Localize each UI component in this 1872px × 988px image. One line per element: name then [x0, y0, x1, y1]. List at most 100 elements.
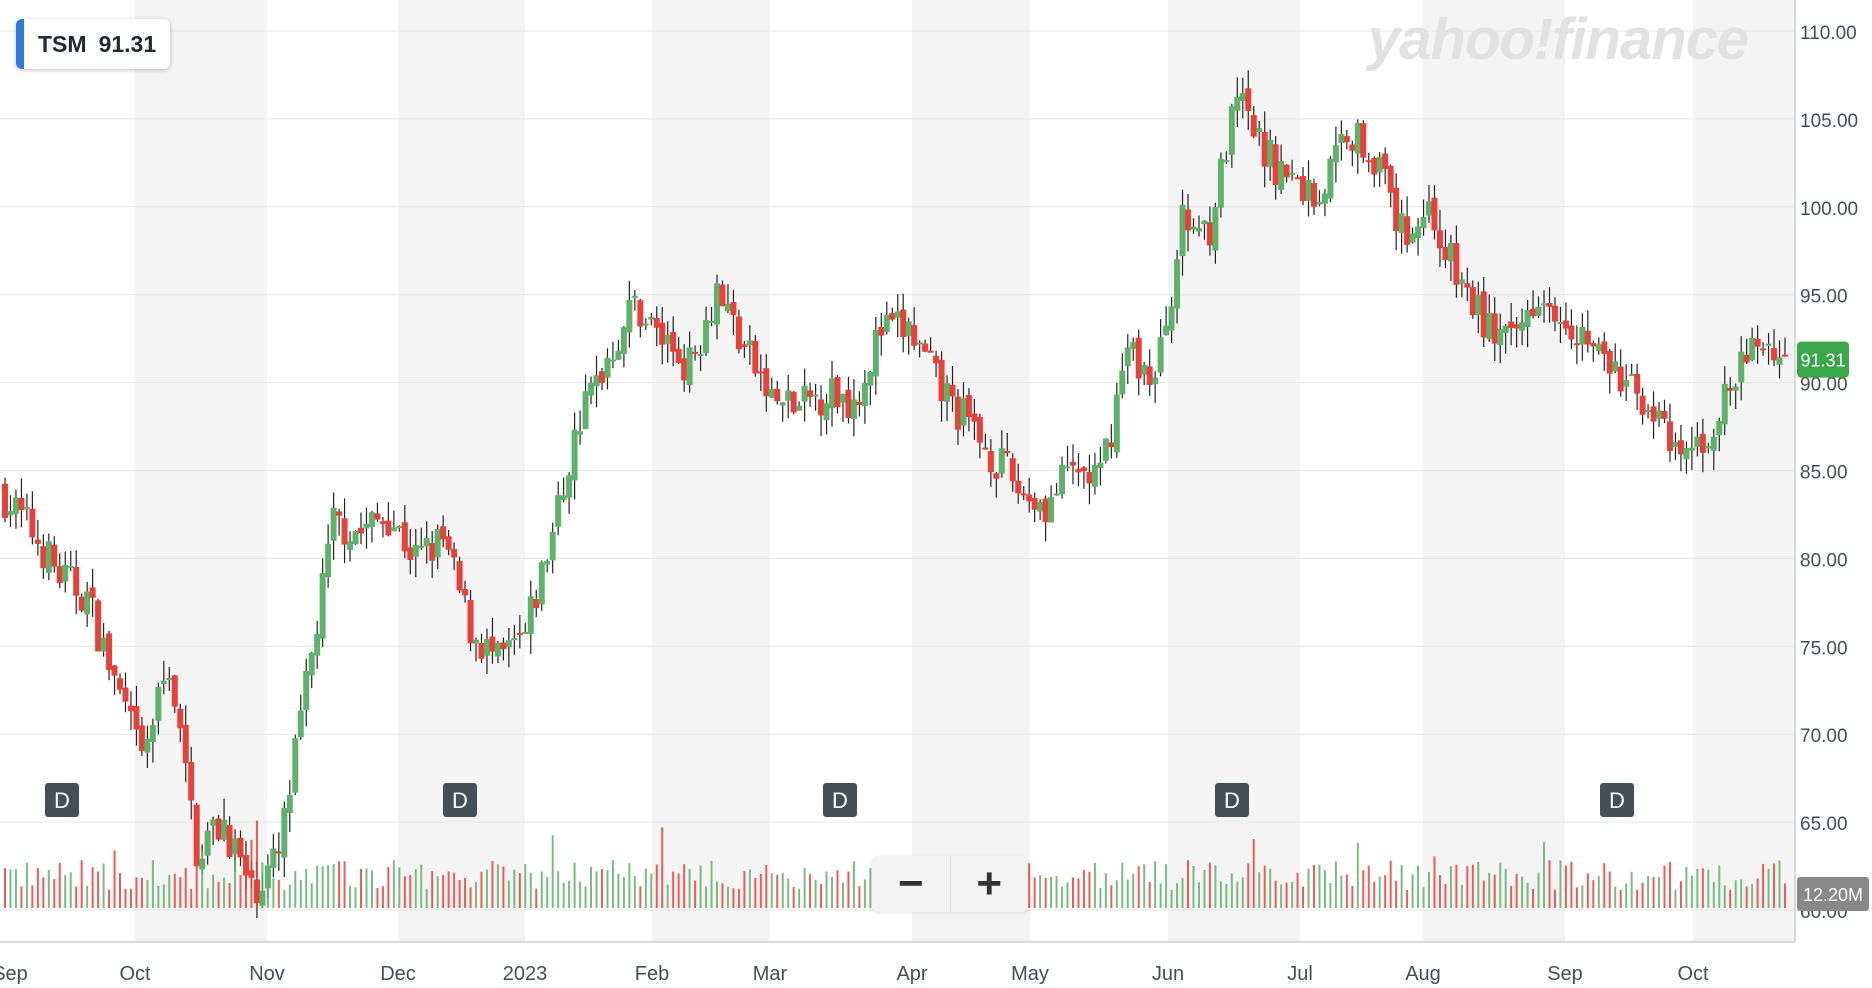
- ticker-badge[interactable]: TSM 91.31: [16, 19, 171, 69]
- volume-bar: [1444, 884, 1447, 908]
- zoom-in-button[interactable]: +: [976, 859, 1003, 908]
- candle-body: [1508, 321, 1515, 329]
- volume-bar: [622, 876, 625, 908]
- volume-bar: [1148, 881, 1151, 908]
- candle-body: [1097, 462, 1104, 469]
- candle-body: [286, 794, 293, 813]
- volume-bar: [146, 879, 149, 908]
- candle-body: [368, 512, 375, 528]
- candle-body: [538, 562, 545, 605]
- candle-body: [1409, 233, 1416, 243]
- candle-body: [1108, 442, 1115, 448]
- volume-bar: [1564, 865, 1567, 908]
- volume-bar: [1373, 881, 1376, 908]
- candle-body: [664, 334, 671, 344]
- volume-bar: [1121, 862, 1124, 908]
- volume-bar: [617, 873, 620, 908]
- candle-body: [1426, 201, 1432, 216]
- candle-body: [188, 762, 195, 801]
- volume-bar: [721, 883, 724, 908]
- candle-body: [374, 513, 381, 520]
- y-tick-label: 105.00: [1800, 111, 1858, 132]
- volume-bar: [97, 871, 100, 908]
- candle-body: [1782, 354, 1788, 357]
- candle-body: [516, 633, 523, 636]
- volume-bar: [1466, 866, 1469, 908]
- candle-body: [221, 819, 228, 840]
- volume-bar: [546, 877, 549, 908]
- volume-bar: [1614, 886, 1617, 908]
- volume-bar: [4, 868, 6, 908]
- volume-bar: [206, 888, 209, 908]
- volume-bar: [420, 864, 423, 908]
- volume-bar: [442, 875, 445, 908]
- candle-body: [1086, 471, 1093, 484]
- x-tick-label: Sep: [0, 963, 28, 985]
- volume-bar: [869, 868, 872, 908]
- candle-body: [681, 358, 688, 381]
- candle-body: [927, 350, 934, 353]
- candle-body: [1048, 497, 1055, 523]
- volume-bar: [469, 887, 472, 908]
- candle-body: [34, 539, 41, 544]
- volume-bar: [1537, 872, 1540, 908]
- candle-body: [1321, 193, 1328, 204]
- zoom-out-button[interactable]: −: [872, 856, 951, 912]
- volume-bar: [1181, 878, 1184, 908]
- dividend-marker: [1600, 783, 1634, 817]
- candle-body: [867, 371, 874, 386]
- candle-body: [1738, 351, 1745, 383]
- candle-body: [1256, 127, 1263, 133]
- candle-body: [1294, 177, 1301, 180]
- y-tick-label: 80.00: [1800, 550, 1848, 571]
- candle-body: [1179, 204, 1186, 257]
- candle-body: [960, 398, 967, 426]
- candle-body: [297, 710, 304, 738]
- volume-label: 12.20M: [1803, 885, 1863, 905]
- candle-body: [1228, 106, 1235, 155]
- candle-body: [363, 523, 370, 529]
- candle-body: [1376, 156, 1383, 173]
- candle-body: [2, 483, 8, 518]
- dividend-marker-label: D: [452, 788, 468, 813]
- volume-bar: [1658, 877, 1661, 908]
- candle-body: [1776, 357, 1783, 365]
- candle-body: [1223, 159, 1230, 162]
- volume-bar: [1559, 860, 1562, 908]
- volume-bar: [370, 870, 373, 908]
- volume-bar: [261, 862, 264, 908]
- volume-bar: [1367, 865, 1370, 908]
- volume-bar: [1499, 862, 1502, 908]
- last-price-badge: [1797, 341, 1849, 378]
- dividend-marker: [1215, 783, 1249, 817]
- volume-bar: [1230, 873, 1233, 908]
- volume-bar: [485, 869, 488, 908]
- y-tick-label: 85.00: [1800, 463, 1848, 484]
- candle-body: [144, 738, 151, 753]
- volume-bar: [1072, 877, 1074, 908]
- candle-body: [1239, 92, 1246, 102]
- candle-body: [418, 545, 425, 548]
- candle-body: [692, 351, 699, 354]
- volume-bar: [414, 869, 417, 908]
- volume-bar: [151, 860, 154, 908]
- volume-bar: [398, 867, 401, 908]
- volume-bar: [1082, 870, 1085, 908]
- volume-bar: [1548, 860, 1551, 908]
- volume-bar: [518, 872, 521, 908]
- volume-bar: [327, 865, 330, 908]
- candle-body: [494, 643, 501, 657]
- candle-body: [577, 431, 584, 435]
- volume-bar: [1575, 887, 1578, 908]
- y-tick-label: 95.00: [1800, 287, 1848, 308]
- volume-bar: [852, 861, 855, 908]
- volume-bar: [1077, 878, 1080, 908]
- volume-bar: [14, 869, 17, 908]
- candle-body: [440, 526, 447, 540]
- y-tick-label: 110.00: [1800, 23, 1857, 44]
- volume-bar: [1411, 874, 1414, 908]
- volume-bar: [792, 887, 795, 908]
- volume-bar: [1318, 864, 1321, 908]
- volume-bar: [809, 874, 812, 908]
